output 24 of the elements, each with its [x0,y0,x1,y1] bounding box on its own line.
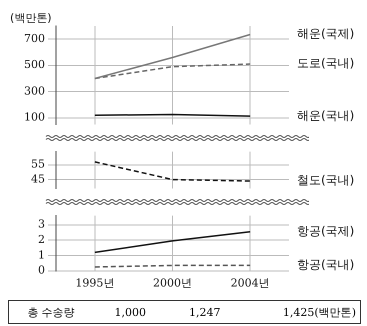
y-tick-label: 0 [38,264,45,277]
y-tick-label: 300 [24,84,45,98]
y-tick-label: 1 [38,248,45,262]
y-tick-label: 500 [24,58,45,72]
x-tick-label: 2004년 [230,276,270,290]
text: 항공(국제) [297,224,354,238]
text: 해운(국제) [297,26,354,41]
y-tick-label: 55 [31,158,45,171]
text: 1,425(백만톤) [282,304,357,320]
text: 항공(국내) [297,258,354,272]
y-tick-label: 45 [31,172,45,186]
x-tick-label: 2000년 [153,276,192,290]
text: 총 수송량 [26,304,76,320]
text: 1,247 [188,306,222,318]
x-tick-label: 1995년 [75,276,114,290]
y-tick-label: 700 [24,32,45,45]
text: 철도(국내) [297,173,354,188]
y-axis-title: (백만톤) [10,11,52,24]
text: 1,000 [114,306,147,318]
y-tick-label: 2 [38,232,45,246]
text: 도로(국내) [297,56,354,70]
text: 해운(국내) [297,108,354,122]
y-tick-label: 3 [38,218,45,231]
y-tick-label: 100 [24,110,45,124]
